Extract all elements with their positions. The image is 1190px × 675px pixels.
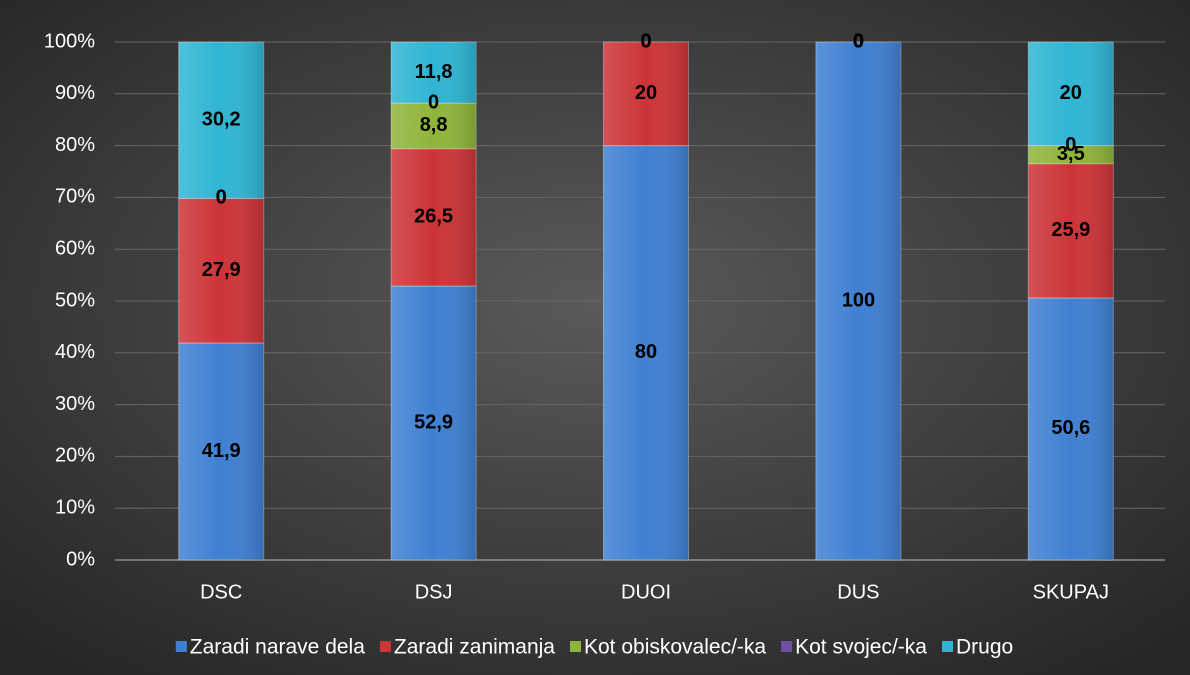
data-label: 0 (853, 30, 864, 52)
data-label: 0 (640, 30, 651, 52)
data-label: 52,9 (414, 411, 453, 433)
y-tick-label: 20% (55, 445, 95, 467)
data-label: 0 (853, 30, 864, 52)
data-label: 26,5 (414, 206, 453, 228)
bar-shine (178, 342, 264, 560)
x-tick-label: DSJ (415, 581, 453, 603)
x-tick-label: SKUPAJ (1033, 581, 1109, 603)
bar-shine (178, 42, 264, 199)
y-tick-label: 40% (55, 341, 95, 363)
y-tick-label: 50% (55, 289, 95, 311)
data-label: 20 (635, 82, 657, 104)
data-label: 80 (635, 341, 657, 363)
legend-label: Kot obiskovalec/-ka (584, 636, 766, 659)
data-label: 100 (842, 289, 875, 311)
data-label: 20 (1060, 82, 1082, 104)
bar-shine (391, 103, 477, 149)
data-label: 0 (216, 187, 227, 209)
legend-label: Kot svojec/-ka (795, 636, 927, 659)
legend-marker (941, 641, 953, 652)
data-label: 0 (1065, 134, 1076, 156)
data-label: 0 (853, 30, 864, 52)
data-label: 27,9 (202, 259, 241, 281)
x-tick-label: DUOI (621, 581, 671, 603)
legend-marker (570, 641, 582, 652)
bar-shine (1028, 42, 1114, 146)
data-label: 0 (216, 187, 227, 209)
y-tick-label: 10% (55, 496, 95, 518)
bar-shine (603, 145, 689, 560)
y-tick-label: 70% (55, 186, 95, 208)
bar-shine (391, 285, 477, 560)
x-tick-label: DSC (200, 581, 242, 603)
y-tick-label: 90% (55, 82, 95, 104)
bar-shine (178, 198, 264, 343)
bar-shine (391, 148, 477, 286)
data-label: 41,9 (202, 440, 241, 462)
data-label: 0 (428, 91, 439, 113)
bar-shine (1028, 163, 1114, 298)
bar-shine (603, 42, 689, 146)
legend-marker (379, 641, 391, 652)
bar-shine (815, 42, 901, 560)
data-label: 0 (640, 30, 651, 52)
bar-shine (391, 42, 477, 104)
data-label: 25,9 (1051, 219, 1090, 241)
data-label: 8,8 (420, 114, 448, 136)
y-tick-label: 0% (66, 548, 95, 570)
legend-marker (781, 641, 793, 652)
bar-shine (1028, 297, 1114, 560)
y-tick-label: 80% (55, 134, 95, 156)
x-tick-label: DUS (837, 581, 879, 603)
data-label: 30,2 (202, 108, 241, 130)
legend-label: Drugo (956, 636, 1013, 659)
data-label: 11,8 (415, 61, 453, 83)
data-label: 0 (640, 30, 651, 52)
data-label: 50,6 (1051, 417, 1090, 439)
legend-label: Zaradi narave dela (190, 636, 365, 659)
y-tick-label: 60% (55, 237, 95, 259)
y-tick-label: 100% (44, 30, 95, 52)
data-label: 3,5 (1057, 143, 1085, 165)
y-tick-label: 30% (55, 393, 95, 415)
data-label: 0 (853, 30, 864, 52)
bar-shine (1028, 145, 1114, 164)
legend-label: Zaradi zanimanja (394, 636, 555, 659)
legend-marker (175, 641, 187, 652)
